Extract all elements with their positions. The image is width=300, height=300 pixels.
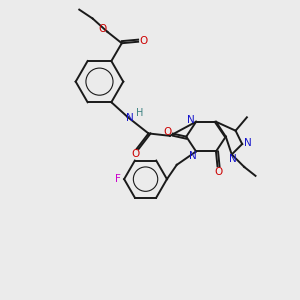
Text: O: O — [99, 24, 107, 34]
Text: O: O — [131, 149, 139, 159]
Text: F: F — [115, 174, 121, 184]
Text: N: N — [244, 138, 251, 148]
Text: N: N — [126, 113, 134, 123]
Text: O: O — [139, 35, 148, 46]
Text: O: O — [215, 167, 223, 177]
Text: N: N — [229, 154, 237, 164]
Text: N: N — [189, 151, 196, 161]
Text: N: N — [187, 115, 195, 125]
Text: H: H — [136, 108, 143, 118]
Text: O: O — [164, 127, 172, 137]
